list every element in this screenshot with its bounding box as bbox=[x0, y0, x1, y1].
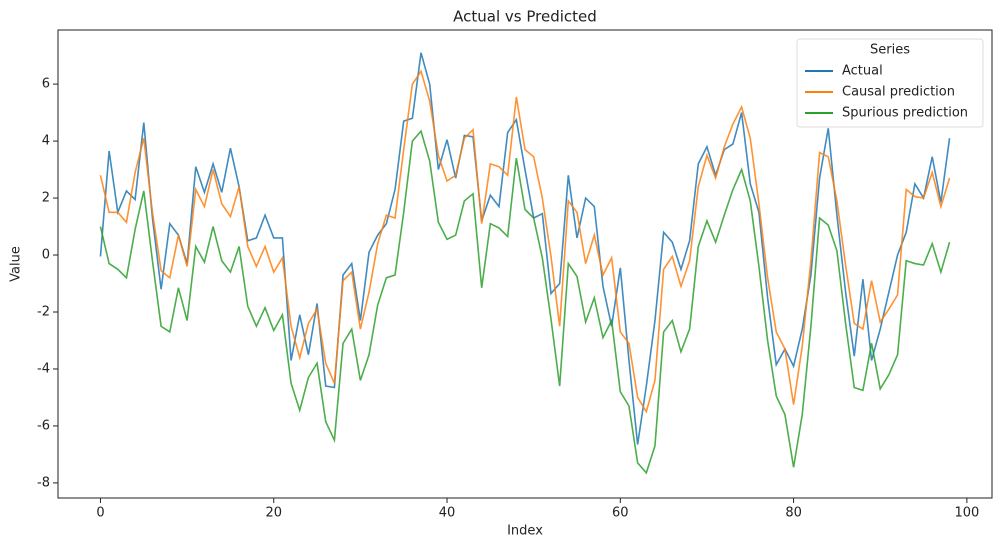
x-tick-label: 40 bbox=[439, 506, 456, 521]
y-tick-label: -6 bbox=[37, 418, 50, 433]
legend-box bbox=[796, 38, 984, 128]
y-tick-label: 2 bbox=[42, 191, 50, 206]
x-tick-label: 80 bbox=[785, 506, 802, 521]
x-axis-label: Index bbox=[507, 524, 543, 539]
y-tick-label: 4 bbox=[42, 134, 50, 149]
line-series bbox=[99, 69, 951, 414]
y-tick-label: -2 bbox=[37, 304, 50, 319]
legend-label: Causal prediction bbox=[842, 85, 955, 100]
y-tick-label: -8 bbox=[37, 475, 50, 490]
x-tick-label: 20 bbox=[265, 506, 282, 521]
y-tick-label: -4 bbox=[37, 361, 50, 376]
x-tick-label: 60 bbox=[612, 506, 629, 521]
y-axis-label: Value bbox=[9, 246, 24, 282]
legend: Series Actual Causal prediction Spurious pr… bbox=[796, 38, 984, 128]
y-tick-label: 6 bbox=[42, 77, 50, 92]
line-series bbox=[99, 129, 951, 475]
x-tick-label: 100 bbox=[954, 506, 979, 521]
chart-title: Actual vs Predicted bbox=[453, 8, 597, 26]
legend-label: Spurious prediction bbox=[842, 106, 968, 121]
legend-title: Series bbox=[870, 43, 910, 58]
x-tick-label: 0 bbox=[96, 506, 104, 521]
plot-frame bbox=[57, 29, 993, 499]
y-tick-label: 0 bbox=[42, 248, 50, 263]
legend-label: Actual bbox=[842, 64, 883, 79]
